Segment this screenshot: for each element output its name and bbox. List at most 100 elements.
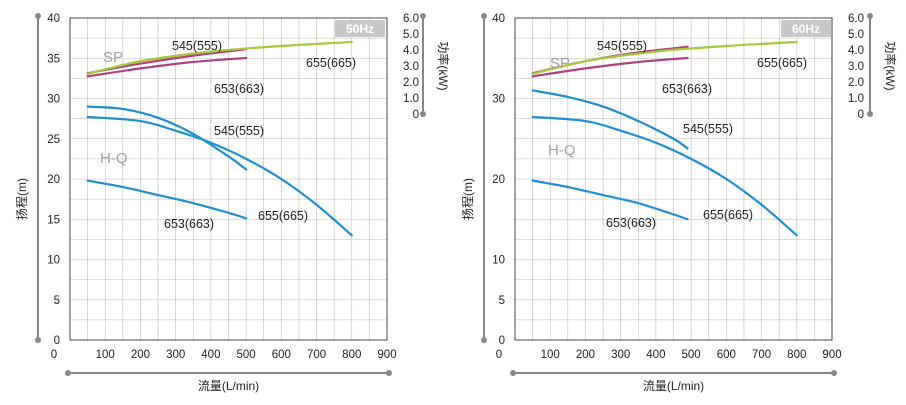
y-tick-label: 10 — [492, 255, 505, 267]
annotation-sp-label: 655(665) — [757, 56, 807, 70]
series-sp-653663 — [86, 56, 248, 78]
annotation-hq-label: 653(663) — [606, 216, 656, 230]
y-tick-label: 40 — [492, 13, 505, 25]
x-axis-title: 流量(L/min) — [643, 379, 704, 393]
x-axis-rail-end — [386, 370, 392, 376]
y-tick-label: 30 — [47, 94, 60, 106]
y2-tick-label: 3.0 — [848, 61, 864, 73]
frequency-badge-text: 60Hz — [792, 22, 820, 36]
y-tick-label: 5 — [54, 295, 60, 307]
y-tick-label: 15 — [47, 214, 60, 226]
frequency-badge — [781, 20, 831, 37]
y-tick-label: 10 — [47, 255, 60, 267]
y2-tick-label: 0 — [413, 109, 419, 121]
frequency-badge — [335, 20, 385, 37]
y2-tick-label: 3.0 — [403, 61, 419, 73]
series-hq-653663 — [86, 179, 248, 220]
series-hq-653663 — [531, 179, 689, 221]
frequency-badge-text: 50Hz — [346, 22, 374, 36]
x-tick-label: 200 — [576, 349, 595, 361]
x-tick-label: 0 — [51, 349, 57, 361]
plot-frame — [69, 17, 388, 341]
y2-tick-label: 1.0 — [403, 93, 419, 105]
y-tick-label: 40 — [47, 13, 60, 25]
hq-group-label: H-Q — [100, 150, 128, 167]
annotation-sp-label: 545(555) — [172, 39, 222, 53]
x-tick-label: 100 — [96, 349, 115, 361]
annotation-hq-label: 545(555) — [214, 124, 264, 138]
x-tick-label: 200 — [131, 349, 150, 361]
x-tick-label: 100 — [541, 349, 560, 361]
y2-axis-rail-end — [420, 111, 426, 117]
y2-axis-rail-end — [867, 13, 873, 19]
y-tick-label: 20 — [492, 174, 505, 186]
x-tick-label: 600 — [717, 349, 736, 361]
series-hq-655665 — [86, 115, 353, 237]
series-hq-545555 — [86, 105, 248, 171]
x-axis-rail-end — [510, 370, 516, 376]
grid — [514, 17, 833, 341]
y-axis-rail-end — [481, 337, 487, 343]
x-axis-rail-end — [65, 370, 71, 376]
plot-frame — [514, 17, 833, 341]
y-tick-label: 0 — [499, 335, 505, 347]
x-tick-label: 900 — [377, 349, 396, 361]
y2-axis-title: 功率(kW) — [436, 41, 451, 90]
y-tick-label: 5 — [499, 295, 505, 307]
axis-rails — [35, 13, 426, 376]
x-tick-label: 700 — [752, 349, 771, 361]
annotation-sp-label: 655(665) — [306, 56, 356, 70]
x-tick-label: 400 — [201, 349, 220, 361]
sp-group-label: SP — [103, 49, 123, 66]
x-axis-rail-end — [831, 370, 837, 376]
sp-group-label: SP — [550, 55, 570, 72]
y-tick-label: 0 — [54, 335, 60, 347]
x-tick-label: 700 — [307, 349, 326, 361]
series-sp-653663 — [531, 56, 689, 78]
y-axis-title: 扬程(m) — [14, 178, 29, 220]
y-tick-label: 25 — [47, 134, 60, 146]
y2-tick-label: 6.0 — [848, 13, 864, 25]
x-tick-label: 300 — [611, 349, 630, 361]
y-tick-label: 30 — [492, 94, 505, 106]
y-axis-title: 扬程(m) — [460, 178, 475, 220]
y2-tick-label: 4.0 — [848, 45, 864, 57]
y-axis-rail-end — [35, 337, 41, 343]
y2-tick-label: 5.0 — [848, 29, 864, 41]
y2-tick-label: 1.0 — [848, 93, 864, 105]
annotation-hq-label: 545(555) — [683, 122, 733, 136]
x-tick-label: 900 — [822, 349, 841, 361]
y2-axis-rail-end — [867, 111, 873, 117]
x-axis-title: 流量(L/min) — [198, 379, 259, 393]
series-sp-655665 — [531, 40, 798, 76]
series-hq-655665 — [531, 115, 798, 237]
annotation-hq-label: 655(665) — [703, 208, 753, 222]
x-tick-label: 500 — [237, 349, 256, 361]
annotation-hq-label: 655(665) — [258, 209, 308, 223]
chart-60hz: 60Hz 0 100 200 300 400 500 600 700 800 900 0 5 10 20 30… — [460, 13, 898, 393]
annotation-sp-label: 653(663) — [214, 82, 264, 96]
x-tick-label: 500 — [682, 349, 701, 361]
annotation-sp-label: 545(555) — [597, 39, 647, 53]
y-tick-label: 35 — [47, 53, 60, 65]
y-axis-rail-end — [481, 13, 487, 19]
annotation-sp-label: 653(663) — [662, 82, 712, 96]
y2-tick-label: 5.0 — [403, 29, 419, 41]
x-tick-label: 400 — [646, 349, 665, 361]
x-tick-label: 600 — [272, 349, 291, 361]
axis-rails — [481, 13, 873, 376]
y2-tick-label: 0 — [858, 109, 864, 121]
hq-group-label: H-Q — [548, 142, 576, 159]
y2-tick-label: 4.0 — [403, 45, 419, 57]
x-tick-label: 800 — [787, 349, 806, 361]
y2-axis-title: 功率(kW) — [883, 41, 898, 90]
y2-tick-label: 6.0 — [403, 13, 419, 25]
x-tick-label: 800 — [342, 349, 361, 361]
x-tick-label: 300 — [166, 349, 185, 361]
series-sp-655665 — [86, 40, 353, 76]
series-hq-545555 — [531, 89, 689, 150]
y2-tick-label: 2.0 — [403, 77, 419, 89]
y-axis-rail-end — [35, 13, 41, 19]
